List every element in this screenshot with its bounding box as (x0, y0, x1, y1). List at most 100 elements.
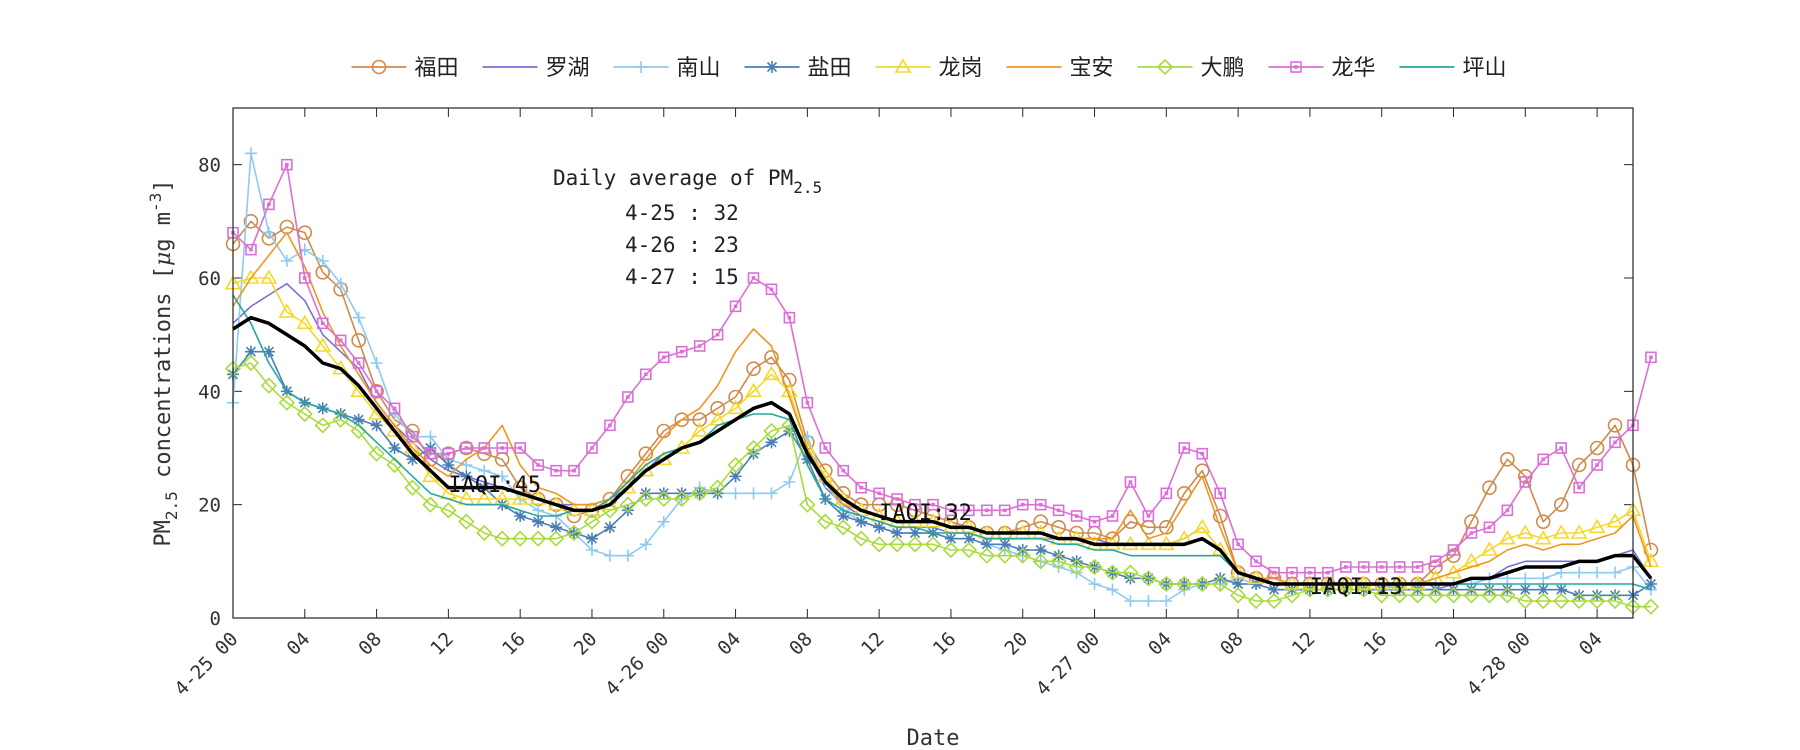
data-point (692, 412, 707, 427)
data-point (440, 502, 457, 519)
data-point-dot (554, 468, 558, 473)
data-point (891, 493, 903, 505)
x-tick-label: 08 (785, 628, 817, 660)
data-point (855, 481, 868, 494)
data-point-dot (428, 451, 433, 456)
data-point (729, 487, 742, 500)
data-point (801, 453, 814, 466)
data-point (262, 226, 275, 239)
y-axis-title: PM2.5 concentrations [μg m-3] (146, 179, 181, 546)
data-point (1555, 442, 1568, 454)
data-point (1535, 592, 1552, 610)
legend: 福田 罗湖 南山 盐田 龙岗 宝安 大鹏 龙华 坪山 (351, 56, 1507, 81)
data-point (1124, 572, 1137, 585)
annotation-line: 4-25 : 32 (625, 201, 739, 225)
legend-entry: 罗湖 (482, 56, 590, 81)
legend-marker-dot (1294, 65, 1298, 69)
data-point (1212, 508, 1228, 524)
legend-label: 罗湖 (546, 56, 590, 81)
data-point-dot (1002, 508, 1007, 513)
data-point (1409, 587, 1426, 604)
data-point (1304, 566, 1316, 579)
x-tick-label: 12 (1288, 628, 1320, 660)
data-point (1158, 575, 1175, 593)
data-point (998, 538, 1011, 551)
data-point (837, 510, 850, 522)
legend-label: 宝安 (1070, 56, 1114, 81)
data-point (1301, 581, 1319, 598)
data-point (765, 487, 778, 500)
x-tick-label: 04 (1144, 628, 1176, 660)
data-point (944, 532, 957, 545)
data-point-dot (590, 446, 594, 450)
data-point (1573, 481, 1585, 494)
series-line (232, 163, 1652, 574)
data-point (783, 476, 796, 488)
data-point (1034, 498, 1047, 511)
x-tick-label: 4-27 00 (1032, 628, 1104, 700)
data-point (1160, 595, 1173, 607)
data-point (783, 311, 796, 324)
data-point (1016, 544, 1029, 556)
data-point-dot (877, 491, 881, 496)
data-point (799, 496, 816, 513)
legend-label: 盐田 (808, 56, 852, 81)
data-point (352, 357, 365, 369)
data-point (352, 311, 365, 324)
data-point-dot (1433, 559, 1438, 564)
data-point (657, 487, 670, 500)
data-point (424, 430, 437, 443)
data-point (1247, 592, 1265, 610)
data-point (1033, 514, 1048, 529)
data-point (1124, 476, 1137, 488)
data-point (1481, 541, 1498, 556)
data-point (404, 479, 421, 496)
data-point (1591, 459, 1603, 471)
data-point (1519, 572, 1532, 585)
data-point-dot (769, 287, 774, 292)
iaqi-label: IAQI:45 (448, 473, 541, 498)
legend-entry: 龙华 (1268, 56, 1376, 81)
data-point-dot (805, 400, 810, 405)
x-tick-label: 04 (283, 628, 315, 660)
data-point (1642, 598, 1660, 615)
x-tick-label: 16 (498, 628, 530, 660)
legend-entry: 坪山 (1399, 56, 1507, 81)
data-point (711, 487, 724, 500)
legend-entry: 福田 (351, 56, 459, 81)
data-point (691, 485, 708, 502)
annotation-line: 4-27 : 15 (625, 265, 739, 289)
data-point (801, 396, 814, 409)
data-point (424, 447, 437, 460)
data-point (746, 361, 761, 376)
iaqi-label: IAQI:13 (1310, 575, 1403, 600)
data-point (873, 487, 885, 500)
data-point (460, 470, 473, 483)
data-point (763, 365, 780, 381)
data-point (1142, 510, 1155, 522)
data-point (1537, 453, 1550, 466)
data-point (1283, 587, 1301, 604)
data-point (296, 314, 314, 330)
data-point (1393, 561, 1406, 573)
data-point (1609, 566, 1622, 579)
data-point-dot (751, 276, 756, 280)
data-point (853, 530, 870, 547)
data-point-dot (1649, 355, 1653, 360)
data-point (729, 300, 742, 313)
data-point-dot (1505, 508, 1510, 513)
iaqi-label: IAQI:32 (879, 501, 972, 526)
data-point (1588, 592, 1606, 610)
data-point-dot (1254, 559, 1258, 564)
data-point-dot (1487, 525, 1492, 530)
data-point (945, 504, 957, 517)
data-point-dot (1290, 570, 1294, 575)
x-tick-label: 08 (1216, 628, 1248, 660)
data-point (1160, 487, 1173, 500)
data-point (981, 504, 993, 517)
data-point (655, 490, 672, 508)
data-point (585, 532, 598, 545)
legend-marker (635, 61, 647, 73)
data-point-dot (249, 247, 253, 252)
data-point-dot (1236, 542, 1240, 547)
